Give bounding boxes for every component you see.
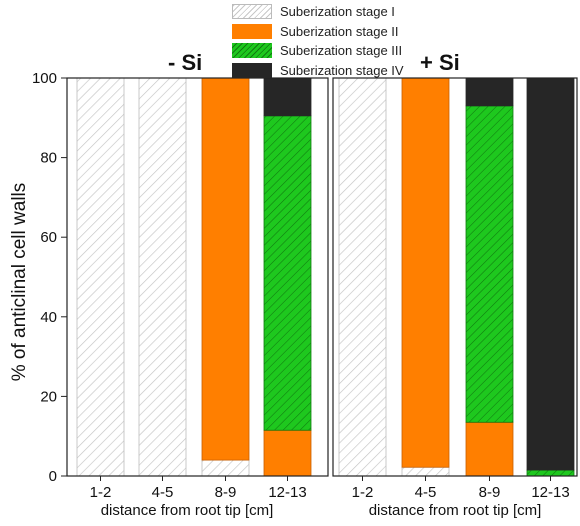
x-tick-label: 12-13 xyxy=(531,484,569,501)
x-tick-label: 12-13 xyxy=(268,484,306,501)
bar-segment-p1-12-13-stage-3 xyxy=(263,115,312,431)
legend-swatch-stage-1 xyxy=(232,4,272,20)
bar-segment-p2-8-9-stage-4 xyxy=(465,77,514,107)
legend-label-stage-3: Suberization stage III xyxy=(280,43,403,59)
x-tick-label: 1-2 xyxy=(352,484,374,501)
legend-swatch-stage-3 xyxy=(232,43,272,59)
legend: Suberization stage I Suberization stage … xyxy=(232,2,404,80)
panel-title-minus-si: - Si xyxy=(168,50,203,75)
y-tick-label: 80 xyxy=(40,150,57,167)
bar-segment-p1-12-13-stage-2 xyxy=(263,429,312,477)
bar-segment-p2-4-5-stage-1 xyxy=(401,466,450,477)
bar-segment-p1-8-9-stage-2 xyxy=(201,77,250,461)
y-tick-label: 0 xyxy=(49,468,57,485)
y-tick-label: 60 xyxy=(40,229,57,246)
y-axis-label: % of anticlinal cell walls xyxy=(9,182,30,382)
panel-title-plus-si: + Si xyxy=(420,50,460,75)
legend-label-stage-4: Suberization stage IV xyxy=(280,62,404,78)
x-tick-label: 4-5 xyxy=(152,484,174,501)
bar-segment-p2-12-13-stage-3 xyxy=(526,469,575,477)
x-tick-label: 8-9 xyxy=(479,484,501,501)
bar-segment-p1-1-2-stage-1 xyxy=(76,77,125,477)
y-tick-label: 40 xyxy=(40,309,57,326)
y-tick-label: 20 xyxy=(40,388,57,405)
y-tick-label: 100 xyxy=(32,70,57,87)
bar-segment-p2-4-5-stage-2 xyxy=(401,77,450,468)
legend-label-stage-1: Suberization stage I xyxy=(280,4,395,20)
legend-swatch-stage-4 xyxy=(232,62,272,78)
x-tick-label: 1-2 xyxy=(90,484,112,501)
bar-segment-p2-1-2-stage-1 xyxy=(338,77,387,477)
x-axis-label-left: distance from root tip [cm] xyxy=(100,502,274,519)
legend-item-stage-2: Suberization stage II xyxy=(232,22,404,42)
x-tick-label: 4-5 xyxy=(415,484,437,501)
x-tick-label: 8-9 xyxy=(215,484,237,501)
bar-segment-p1-8-9-stage-1 xyxy=(201,459,250,477)
legend-label-stage-2: Suberization stage II xyxy=(280,23,399,39)
legend-item-stage-1: Suberization stage I xyxy=(232,2,404,22)
x-axis-label-right: distance from root tip [cm] xyxy=(368,502,542,519)
bar-segment-p2-12-13-stage-4 xyxy=(526,77,575,471)
legend-item-stage-4: Suberization stage IV xyxy=(232,61,404,81)
panel-plus-si: 1-2 4-5 8-9 12-13 xyxy=(332,77,578,501)
plot-frame xyxy=(66,77,329,477)
panel-minus-si: 1-2 4-5 8-9 12-13 xyxy=(66,77,329,501)
legend-item-stage-3: Suberization stage III xyxy=(232,41,404,61)
bar-segment-p2-8-9-stage-2 xyxy=(465,421,514,477)
bar-segment-p1-4-5-stage-1 xyxy=(138,77,187,477)
bar-segment-p2-8-9-stage-3 xyxy=(465,105,514,423)
bar-segment-p1-12-13-stage-4 xyxy=(263,77,312,117)
plot-frame xyxy=(332,77,578,477)
legend-swatch-stage-2 xyxy=(232,23,272,39)
